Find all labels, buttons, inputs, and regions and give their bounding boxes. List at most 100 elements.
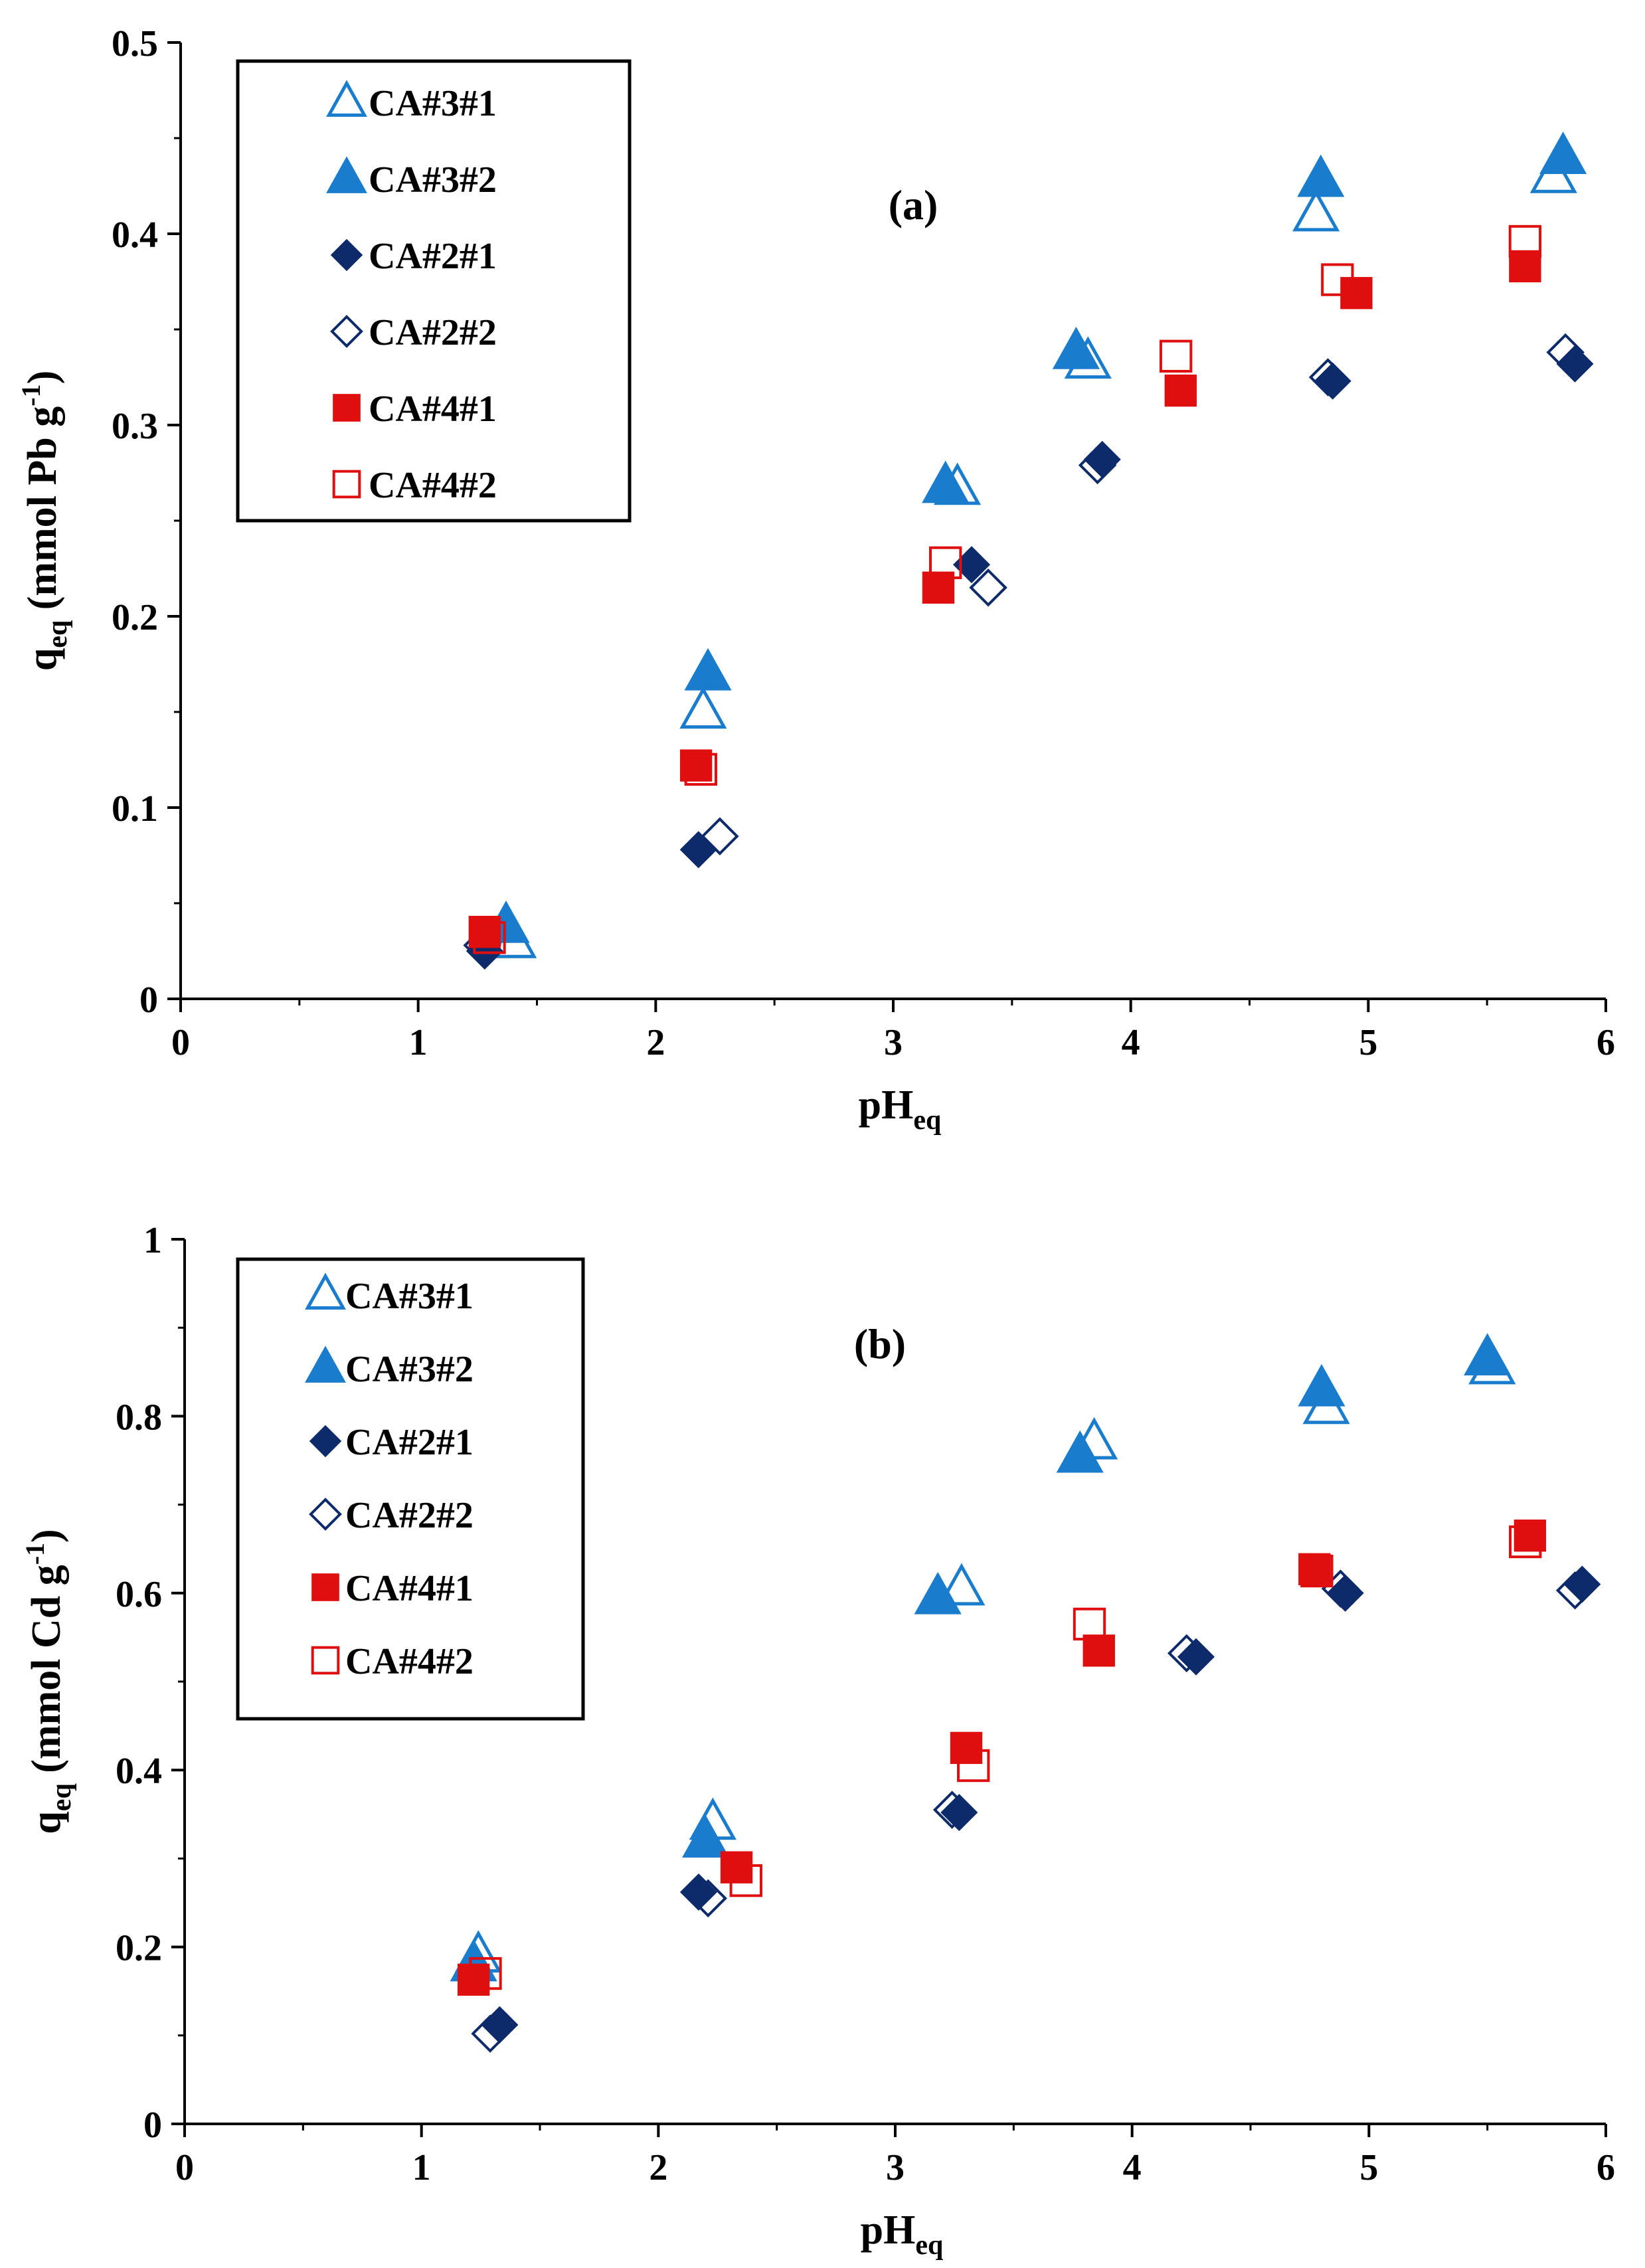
- data-point: [969, 568, 1007, 607]
- data-point: [679, 686, 727, 729]
- y-axis-label-superscript: -1: [20, 1543, 50, 1565]
- legend-entry: CA#4#2: [311, 1641, 474, 1682]
- legend-marker: [330, 315, 363, 348]
- series-CA#3#1: [489, 150, 1577, 958]
- data-point: [1298, 1553, 1331, 1586]
- y-tick-label: 0.8: [116, 1397, 162, 1438]
- data-point: [1167, 1634, 1206, 1673]
- x-axis-label: pHeq: [859, 1083, 942, 1136]
- legend-marker: [305, 1346, 346, 1383]
- legend-entry: CA#4#1: [333, 389, 497, 430]
- data-point: [1556, 345, 1594, 383]
- legend-box: [236, 1257, 585, 1721]
- x-axis-label-subscript: eq: [915, 2230, 943, 2261]
- data-point: [950, 1731, 983, 1765]
- x-axis-label-main: pH: [859, 1083, 914, 1128]
- data-point: [1177, 1638, 1215, 1676]
- x-axis-label-subscript: eq: [913, 1105, 941, 1136]
- data-point: [1052, 326, 1100, 369]
- legend-label: CA#3#2: [369, 159, 497, 201]
- legend-label: CA#3#1: [345, 1276, 474, 1317]
- legend-marker: [311, 1646, 340, 1675]
- y-axis-label: qeq (mmol Cd g-1): [20, 1529, 77, 1834]
- y-axis-label-close: ): [24, 1529, 69, 1543]
- x-tick-label: 1: [412, 2147, 431, 2188]
- legend-label: CA#4#2: [369, 465, 497, 506]
- series-CA#3#2: [450, 1333, 1512, 1982]
- data-point: [684, 648, 732, 691]
- y-tick-label: 0.1: [112, 788, 158, 829]
- data-point: [729, 1864, 762, 1897]
- x-tick-label: 5: [1359, 2147, 1378, 2188]
- y-tick-label: 0.6: [116, 1574, 162, 1615]
- legend-label: CA#2#1: [345, 1422, 474, 1463]
- legend-marker: [333, 394, 361, 422]
- y-tick-label: 0.5: [112, 23, 158, 64]
- series-CA#2#1: [481, 1565, 1601, 2044]
- legend-entry: CA#4#1: [311, 1568, 474, 1609]
- y-tick-label: 0.2: [116, 1928, 162, 1969]
- y-axis-label-main: q: [20, 648, 65, 671]
- data-point: [1300, 1554, 1334, 1588]
- data-point: [682, 1815, 730, 1858]
- legend-label: CA#4#1: [369, 389, 497, 430]
- x-tick-label: 4: [1122, 1022, 1140, 1063]
- legend-entry: CA#3#1: [305, 1272, 474, 1317]
- series-CA#3#2: [482, 131, 1587, 943]
- data-point: [701, 817, 739, 855]
- data-point: [473, 921, 506, 954]
- y-axis-label: qeq (mmol Pb g-1): [16, 371, 73, 671]
- legend-box: [236, 59, 632, 523]
- data-point: [1340, 277, 1373, 309]
- data-point: [1159, 339, 1193, 373]
- y-axis-label-subscript: eq: [46, 1783, 77, 1811]
- panel-label: (b): [854, 1320, 906, 1367]
- legend-marker: [326, 80, 367, 117]
- legend-entry: CA#2#2: [309, 1495, 474, 1536]
- legend-label: CA#4#1: [345, 1568, 474, 1609]
- legend-marker: [332, 470, 361, 499]
- x-tick-label: 2: [646, 1022, 665, 1063]
- data-point: [938, 1563, 986, 1606]
- data-point: [922, 460, 970, 503]
- legend-entry: CA#4#2: [332, 465, 497, 506]
- data-point: [720, 1851, 753, 1883]
- data-point: [1297, 154, 1345, 197]
- legend-marker: [309, 1425, 342, 1458]
- x-tick-label: 0: [175, 2147, 194, 2188]
- x-axis-label-main: pH: [861, 2208, 916, 2253]
- series-CA#4#2: [473, 224, 1542, 954]
- data-point: [1073, 1607, 1106, 1641]
- data-point: [957, 1749, 990, 1783]
- x-tick-label: 3: [886, 2147, 905, 2188]
- data-point: [940, 1794, 978, 1832]
- data-point: [1546, 333, 1585, 372]
- data-point: [932, 1790, 972, 1829]
- y-axis-label-unit: (mmol Cd g: [24, 1565, 69, 1783]
- series-CA#2#2: [463, 333, 1585, 965]
- x-tick-label: 6: [1597, 1022, 1615, 1063]
- data-point: [1298, 1363, 1345, 1407]
- x-tick-label: 5: [1359, 1022, 1377, 1063]
- data-point: [1082, 1634, 1115, 1667]
- data-point: [914, 1571, 962, 1614]
- x-tick-label: 4: [1123, 2147, 1142, 2188]
- y-tick-label: 0: [143, 2105, 162, 2146]
- legend-entry: CA#3#2: [326, 156, 497, 201]
- data-point: [684, 752, 717, 786]
- series-CA#3#1: [454, 1342, 1516, 1973]
- data-point: [1164, 374, 1197, 407]
- data-point: [929, 546, 962, 580]
- data-point: [1292, 189, 1340, 232]
- legend-label: CA#3#1: [369, 83, 497, 124]
- y-axis-label-superscript: -1: [16, 384, 46, 406]
- legend-label: CA#2#2: [369, 312, 497, 353]
- y-axis-label-subscript: eq: [43, 620, 73, 648]
- data-point: [1321, 263, 1354, 296]
- y-tick-label: 1: [143, 1220, 162, 1261]
- legend-entry: CA#2#1: [309, 1422, 474, 1463]
- series-CA#2#1: [466, 345, 1594, 970]
- y-tick-label: 0.4: [112, 215, 158, 256]
- data-point: [471, 2014, 509, 2053]
